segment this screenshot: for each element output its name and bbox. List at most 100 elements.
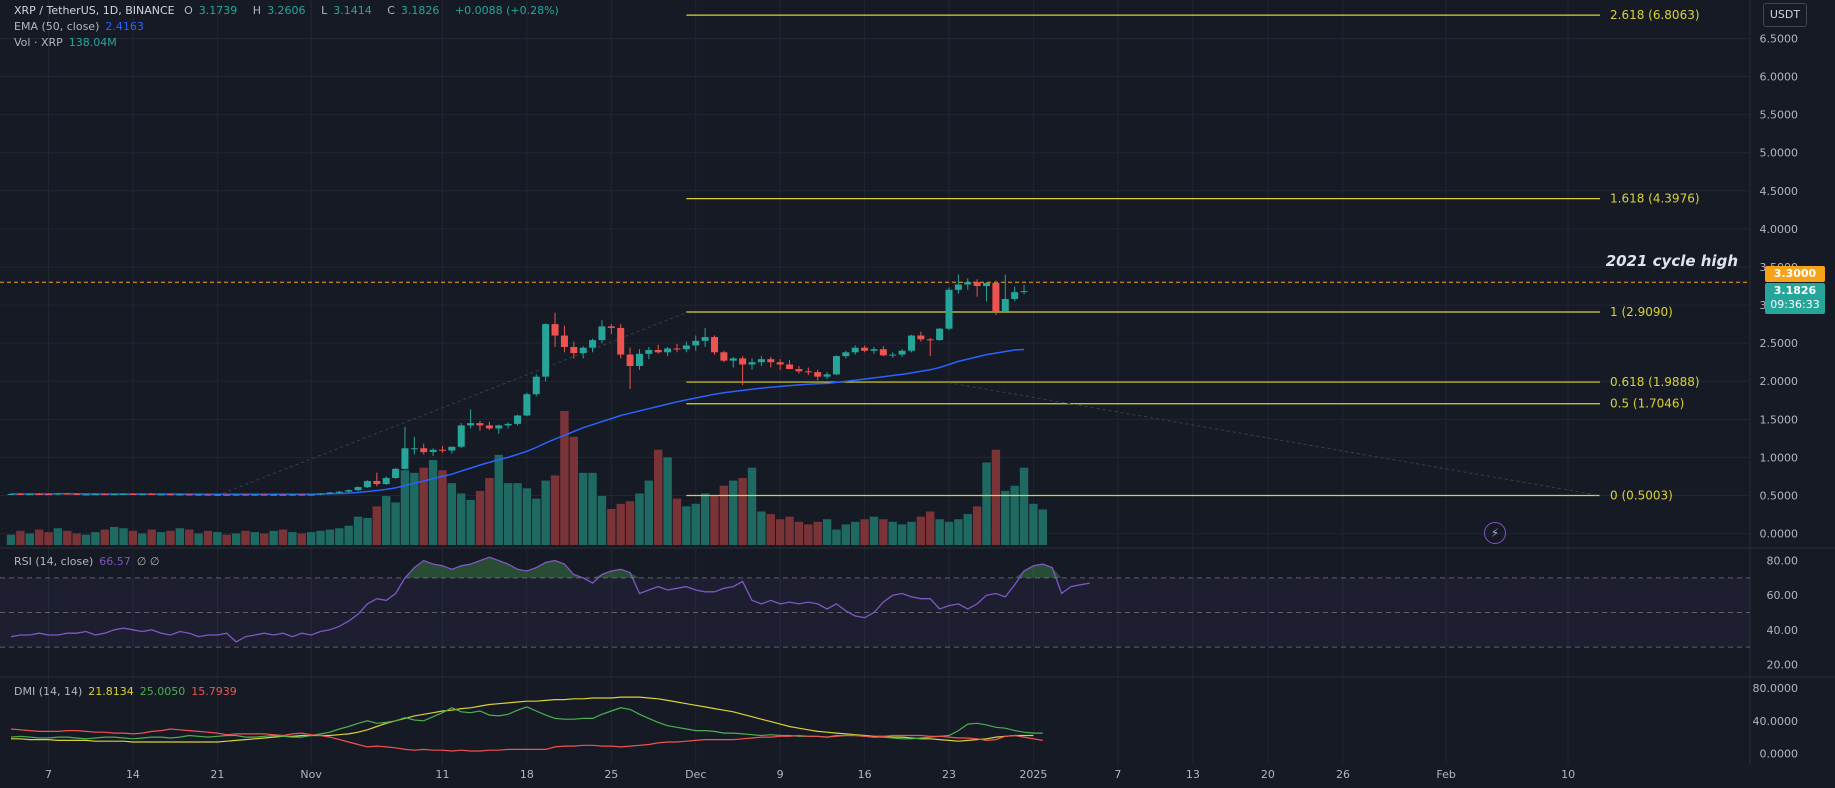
volume-bar bbox=[457, 493, 466, 545]
volume-bar bbox=[597, 496, 607, 545]
time-tick-label: 11 bbox=[435, 768, 449, 781]
volume-bar bbox=[672, 498, 682, 545]
candle-body bbox=[110, 494, 118, 496]
volume-bar bbox=[260, 533, 269, 545]
candle-body bbox=[148, 493, 156, 495]
volume-bar bbox=[503, 483, 513, 545]
dmi-line-minusdi bbox=[10, 728, 1043, 752]
volume-bar bbox=[935, 519, 944, 545]
bolt-icon[interactable]: ⚡ bbox=[1484, 522, 1506, 544]
volume-legend[interactable]: Vol · XRP 138.04M bbox=[14, 36, 117, 49]
candle-body bbox=[485, 425, 493, 429]
symbol-title[interactable]: XRP / TetherUS, 1D, BINANCE bbox=[14, 4, 175, 17]
candle-body bbox=[401, 448, 409, 469]
volume-value: 138.04M bbox=[68, 36, 117, 49]
dmi-minus-value: 15.7939 bbox=[191, 685, 237, 698]
volume-bar bbox=[907, 521, 916, 545]
candle-body bbox=[532, 376, 540, 395]
axes: 6.50006.00005.50005.00004.50004.00003.50… bbox=[45, 32, 1798, 781]
fib-level-label: 0 (0.5003) bbox=[1610, 488, 1673, 502]
ohlc-close: C 3.1826 bbox=[387, 4, 440, 17]
candle-body bbox=[1020, 291, 1028, 293]
volume-bar bbox=[916, 516, 926, 545]
candle-body bbox=[973, 282, 981, 287]
candle-body bbox=[617, 327, 625, 355]
fib-level-label: 1.618 (4.3976) bbox=[1610, 192, 1700, 206]
volume-bar bbox=[6, 534, 16, 545]
rsi-pane bbox=[0, 556, 1750, 648]
currency-button[interactable]: USDT bbox=[1763, 3, 1807, 27]
volume-bar bbox=[81, 534, 91, 545]
volume-bar bbox=[428, 459, 438, 545]
volume-bar bbox=[944, 521, 954, 545]
volume-bar bbox=[344, 525, 353, 545]
price-tick-label: 1.0000 bbox=[1760, 451, 1799, 464]
candles[interactable] bbox=[7, 274, 1028, 496]
candle-body bbox=[213, 494, 221, 496]
candle-body bbox=[701, 337, 709, 341]
candle-body bbox=[626, 354, 634, 366]
candle-body bbox=[917, 335, 925, 340]
volume-bar bbox=[288, 532, 297, 545]
fib-level-label: 2.618 (6.8063) bbox=[1610, 8, 1700, 22]
candle-body bbox=[204, 494, 212, 496]
price-tick-label: 2.5000 bbox=[1760, 337, 1799, 350]
candle-body bbox=[1011, 292, 1019, 299]
volume-bar bbox=[16, 530, 25, 545]
level-price-tag: 3.3000 bbox=[1765, 266, 1825, 282]
volume-bar bbox=[485, 478, 494, 545]
rsi-tick-label: 80.00 bbox=[1767, 555, 1799, 568]
candle-body bbox=[861, 347, 869, 351]
dmi-pane bbox=[10, 696, 1043, 752]
candle-body bbox=[692, 340, 700, 346]
candle-body bbox=[804, 371, 812, 373]
volume-bar bbox=[316, 530, 325, 545]
volume-bar bbox=[241, 530, 250, 545]
time-tick-label: 26 bbox=[1336, 768, 1350, 781]
candle-body bbox=[673, 348, 681, 350]
volume-bar bbox=[897, 524, 907, 545]
candle-body bbox=[335, 491, 343, 493]
volume-bar bbox=[794, 521, 804, 545]
rsi-tick-label: 40.00 bbox=[1767, 624, 1799, 637]
candle-body bbox=[983, 282, 991, 287]
candle-body bbox=[73, 493, 81, 495]
candle-body bbox=[298, 494, 306, 496]
dmi-legend[interactable]: DMI (14, 14) 21.8134 25.0050 15.7939 bbox=[14, 685, 237, 698]
volume-bar bbox=[729, 480, 738, 545]
candle-body bbox=[579, 347, 587, 354]
volume-bar bbox=[663, 457, 672, 545]
candle-body bbox=[26, 493, 34, 495]
volume-bar bbox=[91, 532, 100, 545]
volume-bar bbox=[954, 519, 963, 545]
volume-bar bbox=[410, 472, 419, 545]
price-tick-label: 1.5000 bbox=[1760, 413, 1799, 426]
volume-bar bbox=[804, 524, 813, 545]
dmi-adx-value: 21.8134 bbox=[88, 685, 134, 698]
candle-body bbox=[598, 326, 606, 341]
volume-bar bbox=[578, 472, 588, 545]
candle-body bbox=[270, 494, 278, 496]
dmi-tick-label: 0.0000 bbox=[1760, 747, 1799, 760]
rsi-overbought-fill bbox=[11, 557, 1090, 578]
candle-body bbox=[823, 374, 831, 377]
candle-body bbox=[889, 354, 897, 356]
time-tick-label: 21 bbox=[210, 768, 224, 781]
volume-bar bbox=[757, 511, 766, 545]
rsi-legend[interactable]: RSI (14, close) 66.57 ∅ ∅ bbox=[14, 555, 160, 568]
candle-body bbox=[776, 362, 784, 365]
price-tick-label: 4.0000 bbox=[1760, 223, 1799, 236]
price-tick-label: 6.0000 bbox=[1760, 71, 1799, 84]
volume-bar bbox=[691, 503, 700, 545]
ema-legend[interactable]: EMA (50, close) 2.4163 bbox=[14, 20, 144, 33]
rsi-line bbox=[10, 556, 1090, 643]
dmi-plus-value: 25.0050 bbox=[139, 685, 186, 698]
candle-body bbox=[551, 324, 559, 336]
volume-bar bbox=[185, 529, 194, 545]
volume-bar bbox=[560, 411, 569, 545]
candle-body bbox=[842, 352, 850, 357]
volume-bar bbox=[363, 517, 372, 545]
